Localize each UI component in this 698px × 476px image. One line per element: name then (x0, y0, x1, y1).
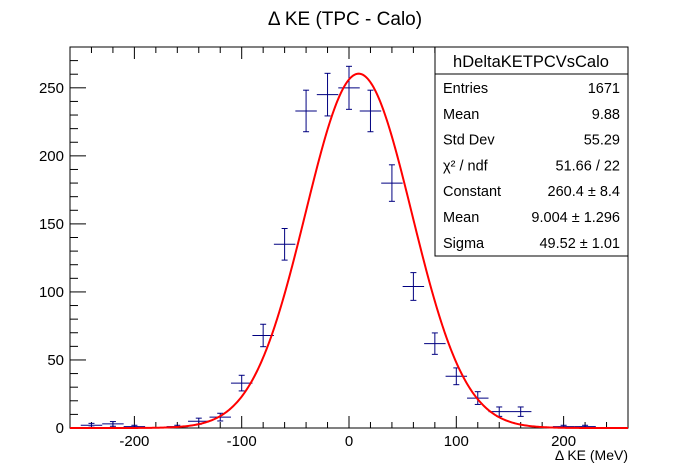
y-tick-label: 100 (39, 284, 64, 301)
stats-row-label: Mean (443, 107, 479, 123)
stats-row-value: 51.66 / 22 (556, 158, 621, 174)
stats-box: hDeltaKETPCVsCalo Entries 1671 Mean 9.88 Std… (434, 46, 629, 257)
stats-row-label: Sigma (443, 236, 485, 252)
data-point (381, 164, 403, 202)
fit-curve-layer (70, 72, 628, 429)
y-tick-label: 200 (39, 148, 64, 165)
data-point (230, 374, 253, 392)
data-point (102, 421, 124, 427)
x-tick-label: 100 (444, 433, 469, 450)
stats-row-value: 9.88 (592, 107, 620, 123)
y-tick-label: 0 (56, 420, 64, 437)
data-point (424, 332, 446, 355)
y-tick-label: 250 (39, 80, 64, 97)
stats-row-value: 49.52 ± 1.01 (539, 236, 620, 252)
data-point (359, 89, 382, 133)
stats-rows: Entries 1671 Mean 9.88 Std Dev 55.29 χ² / ndf 5… (443, 81, 620, 252)
stats-row-label: Mean (443, 210, 479, 226)
data-point (80, 422, 103, 428)
data-point (295, 89, 317, 133)
data-point (338, 65, 360, 110)
stats-row-label: Constant (443, 184, 501, 200)
data-point (316, 72, 339, 117)
x-axis-title: Δ KE (MeV) (555, 447, 628, 463)
x-tick-label: 200 (551, 433, 576, 450)
x-tick-label: 0 (345, 433, 353, 450)
data-point (273, 227, 296, 261)
x-tick-label: -200 (119, 433, 149, 450)
y-tick-label: 150 (39, 216, 64, 233)
data-point (402, 272, 425, 301)
stats-row-value: 260.4 ± 8.4 (548, 184, 620, 200)
data-point (509, 406, 532, 417)
stats-row-label: χ² / ndf (443, 158, 489, 174)
gaussian-fit-curve (70, 72, 628, 429)
stats-row-value: 1671 (588, 81, 620, 97)
stats-box-title: hDeltaKETPCVsCalo (453, 53, 609, 71)
chart-title: Δ KE (TPC - Calo) (268, 9, 422, 30)
stats-row-label: Std Dev (443, 133, 495, 149)
y-tick-label: 50 (47, 352, 64, 369)
data-point (252, 323, 274, 348)
stats-row-value: 9.004 ± 1.296 (531, 210, 620, 226)
x-tick-label: -100 (227, 433, 257, 450)
stats-box-frame (434, 46, 629, 257)
stats-row-label: Entries (443, 81, 488, 97)
stats-row-value: 55.29 (584, 133, 620, 149)
